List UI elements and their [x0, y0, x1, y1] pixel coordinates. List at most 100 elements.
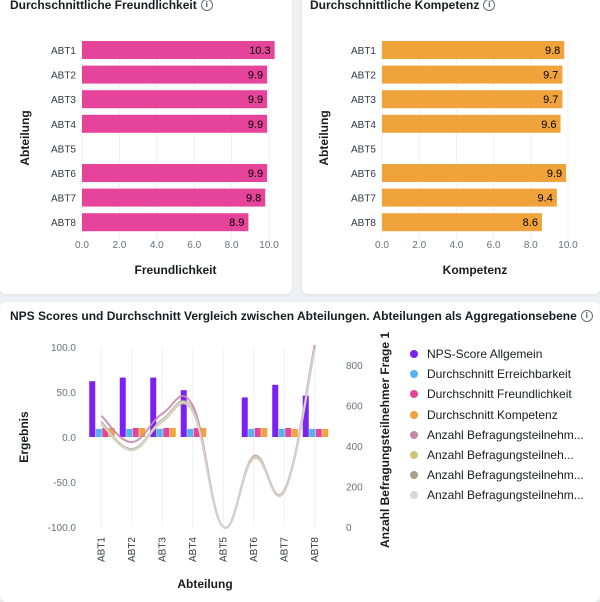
legend-label: Anzahl Befragungsteilnehm...	[427, 488, 584, 503]
friendliness-chart: 0.0 2.0 4.0 6.0 8.0 10.0 ABT1 10.3 ABT2 9.9 ABT3 9.…	[18, 41, 279, 277]
bar	[139, 428, 146, 437]
bar-value-label: 9.7	[543, 70, 558, 82]
bar-value-label: 10.3	[249, 45, 270, 57]
nps-chart: 100.0 50.0 0.0 -50.0 -100.0 800 600 400 200 0 ABT1…	[17, 332, 392, 591]
bar	[285, 428, 292, 437]
legend-label: Durchschnitt Freundlichkeit	[427, 387, 572, 402]
y-tick-label: ABT5	[351, 144, 376, 155]
bar-value-label: 8.9	[229, 217, 244, 229]
bar	[102, 428, 109, 437]
y-axis-label: Abteilung	[317, 110, 331, 165]
bar	[382, 213, 542, 232]
legend-item[interactable]: Durchschnitt Erreichbarkeit	[410, 364, 584, 384]
series-line	[100, 348, 316, 529]
legend-swatch	[410, 370, 418, 379]
x-axis-label: Freundlichkeit	[134, 263, 216, 277]
y-tick-label: ABT8	[351, 218, 376, 229]
y-tick-label: ABT7	[51, 194, 76, 205]
bar	[180, 390, 187, 437]
bar	[261, 428, 268, 437]
legend-item[interactable]: Anzahl Befragungsteilnehm...	[410, 485, 584, 505]
bar-value-label: 9.4	[538, 193, 553, 205]
bar	[156, 428, 163, 437]
bar	[82, 114, 268, 133]
friendliness-title: Durchschnittliche Freundlichkeit i	[10, 0, 213, 12]
nps-title: NPS Scores und Durchschnitt Vergleich zw…	[10, 309, 593, 323]
bar	[248, 428, 255, 437]
competence-title-text: Durchschnittliche Kompetenz	[310, 0, 480, 12]
info-icon[interactable]: i	[200, 0, 213, 11]
bar-value-label: 9.6	[541, 119, 556, 131]
y-tick-label: -50.0	[53, 478, 76, 489]
bar	[200, 428, 207, 437]
x-tick-label: ABT1	[96, 537, 107, 562]
legend-label: NPS-Score Allgemein	[427, 347, 543, 362]
y-right-axis-label: Anzahl Befragungsteilnehmer Frage 1	[378, 332, 392, 548]
bar	[169, 428, 176, 437]
x-tick-label: ABT4	[188, 537, 199, 562]
bar	[382, 114, 561, 133]
bar	[82, 90, 268, 109]
x-tick-label: 10.0	[558, 240, 578, 251]
x-tick-label: 0.0	[75, 240, 89, 251]
bar-value-label: 9.9	[248, 94, 263, 106]
bar-value-label: 9.7	[543, 94, 558, 106]
nps-legend: NPS-Score Allgemein Durchschnitt Erreichb…	[410, 344, 584, 506]
bar	[309, 428, 316, 437]
y-tick-label: ABT2	[351, 71, 376, 82]
x-tick-label: 8.0	[225, 240, 239, 251]
bar	[382, 164, 567, 182]
bar-value-label: 9.9	[547, 168, 562, 180]
bar	[315, 428, 322, 437]
legend-swatch	[410, 491, 418, 500]
y-tick-label: ABT3	[351, 95, 376, 106]
series-line	[100, 347, 316, 529]
x-tick-label: ABT3	[157, 537, 168, 562]
legend-item[interactable]: NPS-Score Allgemein	[410, 344, 584, 364]
y-tick-label: 100.0	[51, 343, 76, 354]
bar	[291, 428, 298, 437]
legend-item[interactable]: Anzahl Befragungsteilneh...	[410, 445, 584, 465]
y-tick-label: 0.0	[62, 433, 76, 444]
y-tick-label: 50.0	[57, 388, 77, 399]
y-tick-label: ABT6	[51, 169, 76, 180]
friendliness-panel: Durchschnittliche Freundlichkeit i 0.0 2.…	[0, 0, 292, 294]
bar	[241, 397, 248, 437]
x-tick-label: ABT2	[127, 537, 138, 562]
legend-swatch	[410, 410, 418, 419]
x-tick-label: 2.0	[412, 240, 426, 251]
y-tick-label: ABT8	[51, 218, 76, 229]
bar	[382, 41, 565, 59]
x-tick-label: 2.0	[112, 240, 126, 251]
legend-item[interactable]: Anzahl Befragungsteilnehm...	[410, 465, 584, 485]
x-tick-label: ABT7	[279, 537, 290, 562]
y-axis-label: Ergebnis	[17, 411, 31, 463]
y-tick-label: ABT5	[51, 144, 76, 155]
legend-item[interactable]: Durchschnitt Kompetenz	[410, 405, 584, 425]
friendliness-title-text: Durchschnittliche Freundlichkeit	[10, 0, 197, 12]
legend-label: Anzahl Befragungsteilnehm...	[427, 468, 584, 483]
legend-swatch	[410, 451, 418, 460]
x-tick-label: 6.0	[487, 240, 501, 251]
y-tick-label: ABT7	[351, 194, 376, 205]
legend-swatch	[410, 390, 418, 399]
info-icon[interactable]: i	[483, 0, 496, 11]
bar-value-label: 8.6	[523, 217, 538, 229]
info-icon[interactable]: i	[580, 310, 593, 322]
y-tick-label: ABT6	[351, 169, 376, 180]
bar	[382, 188, 557, 207]
y-tick-label: ABT2	[51, 71, 76, 82]
bar	[322, 428, 329, 437]
y-right-tick-label: 800	[346, 361, 363, 372]
legend-item[interactable]: Durchschnitt Freundlichkeit	[410, 384, 584, 404]
legend-label: Anzahl Befragungsteilneh...	[427, 448, 574, 463]
x-tick-label: 4.0	[150, 240, 164, 251]
bar	[82, 41, 275, 59]
bar	[187, 428, 194, 437]
bar	[119, 377, 126, 437]
y-right-tick-label: 200	[346, 483, 363, 494]
bar	[382, 65, 563, 84]
x-tick-label: 6.0	[187, 240, 201, 251]
legend-item[interactable]: Anzahl Befragungsteilnehm...	[410, 425, 584, 445]
bar	[382, 90, 563, 109]
